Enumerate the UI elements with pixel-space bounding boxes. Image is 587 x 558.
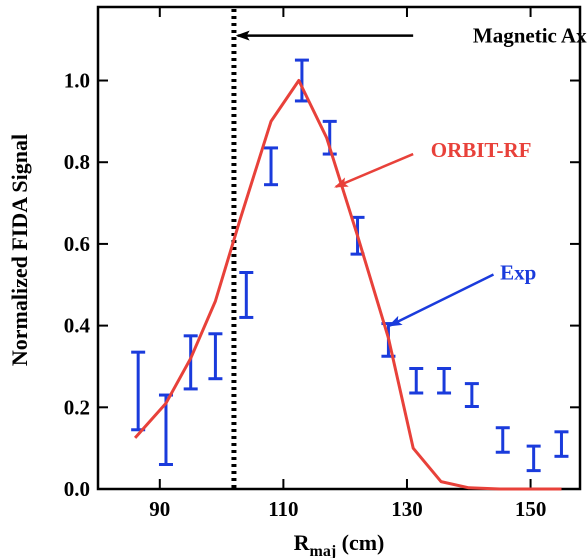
y-tick-label-0: 0.0 (64, 477, 90, 501)
exp-errorbar (437, 367, 452, 395)
y-tick-label-3: 0.6 (64, 232, 90, 256)
annotation-arrow-orbit-rf (334, 152, 414, 188)
exp-errorbar (183, 334, 198, 391)
tick-marks (98, 7, 580, 490)
x-axis-title-unit: (cm) (336, 530, 384, 555)
exp-errorbar (495, 426, 510, 454)
x-tick-labels: 90 110 130 150 (149, 497, 546, 521)
x-axis-title: Rmaj (cm) (294, 530, 385, 558)
annotation-label-orbit-rf: ORBIT-RF (431, 138, 532, 162)
annotation-label-magnetic-axis: Magnetic Axis (473, 24, 587, 48)
annotation-arrow-exp (387, 273, 495, 327)
exp-errorbar (131, 350, 146, 432)
exp-errorbar (554, 430, 569, 458)
exp-errorbar (526, 444, 541, 473)
x-tick-label-110: 110 (268, 497, 298, 521)
y-tick-labels: 0.0 0.2 0.4 0.6 0.8 1.0 (64, 69, 91, 501)
x-tick-label-130: 130 (391, 497, 423, 521)
annotation-label-exp: Exp (500, 261, 536, 285)
y-axis-title: Normalized FIDA Signal (7, 134, 32, 366)
x-axis-title-main: R (294, 530, 311, 555)
annotations: Magnetic Axis ORBIT-RF Exp (235, 24, 587, 327)
x-tick-label-90: 90 (149, 497, 170, 521)
exp-errorbar (294, 58, 309, 103)
y-tick-label-1: 0.2 (64, 395, 90, 419)
y-tick-label-5: 1.0 (64, 69, 90, 93)
exp-errorbar (409, 367, 424, 395)
exp-errorbar (464, 382, 479, 408)
exp-errorbar (239, 271, 254, 319)
plot-frame (96, 5, 582, 491)
x-tick-label-150: 150 (515, 497, 547, 521)
exp-series (131, 58, 569, 473)
y-tick-label-2: 0.4 (64, 314, 91, 338)
y-tick-label-4: 0.8 (64, 150, 90, 174)
x-axis-title-subscript: maj (309, 543, 336, 558)
exp-errorbar (208, 332, 223, 381)
exp-errorbar (264, 146, 279, 187)
